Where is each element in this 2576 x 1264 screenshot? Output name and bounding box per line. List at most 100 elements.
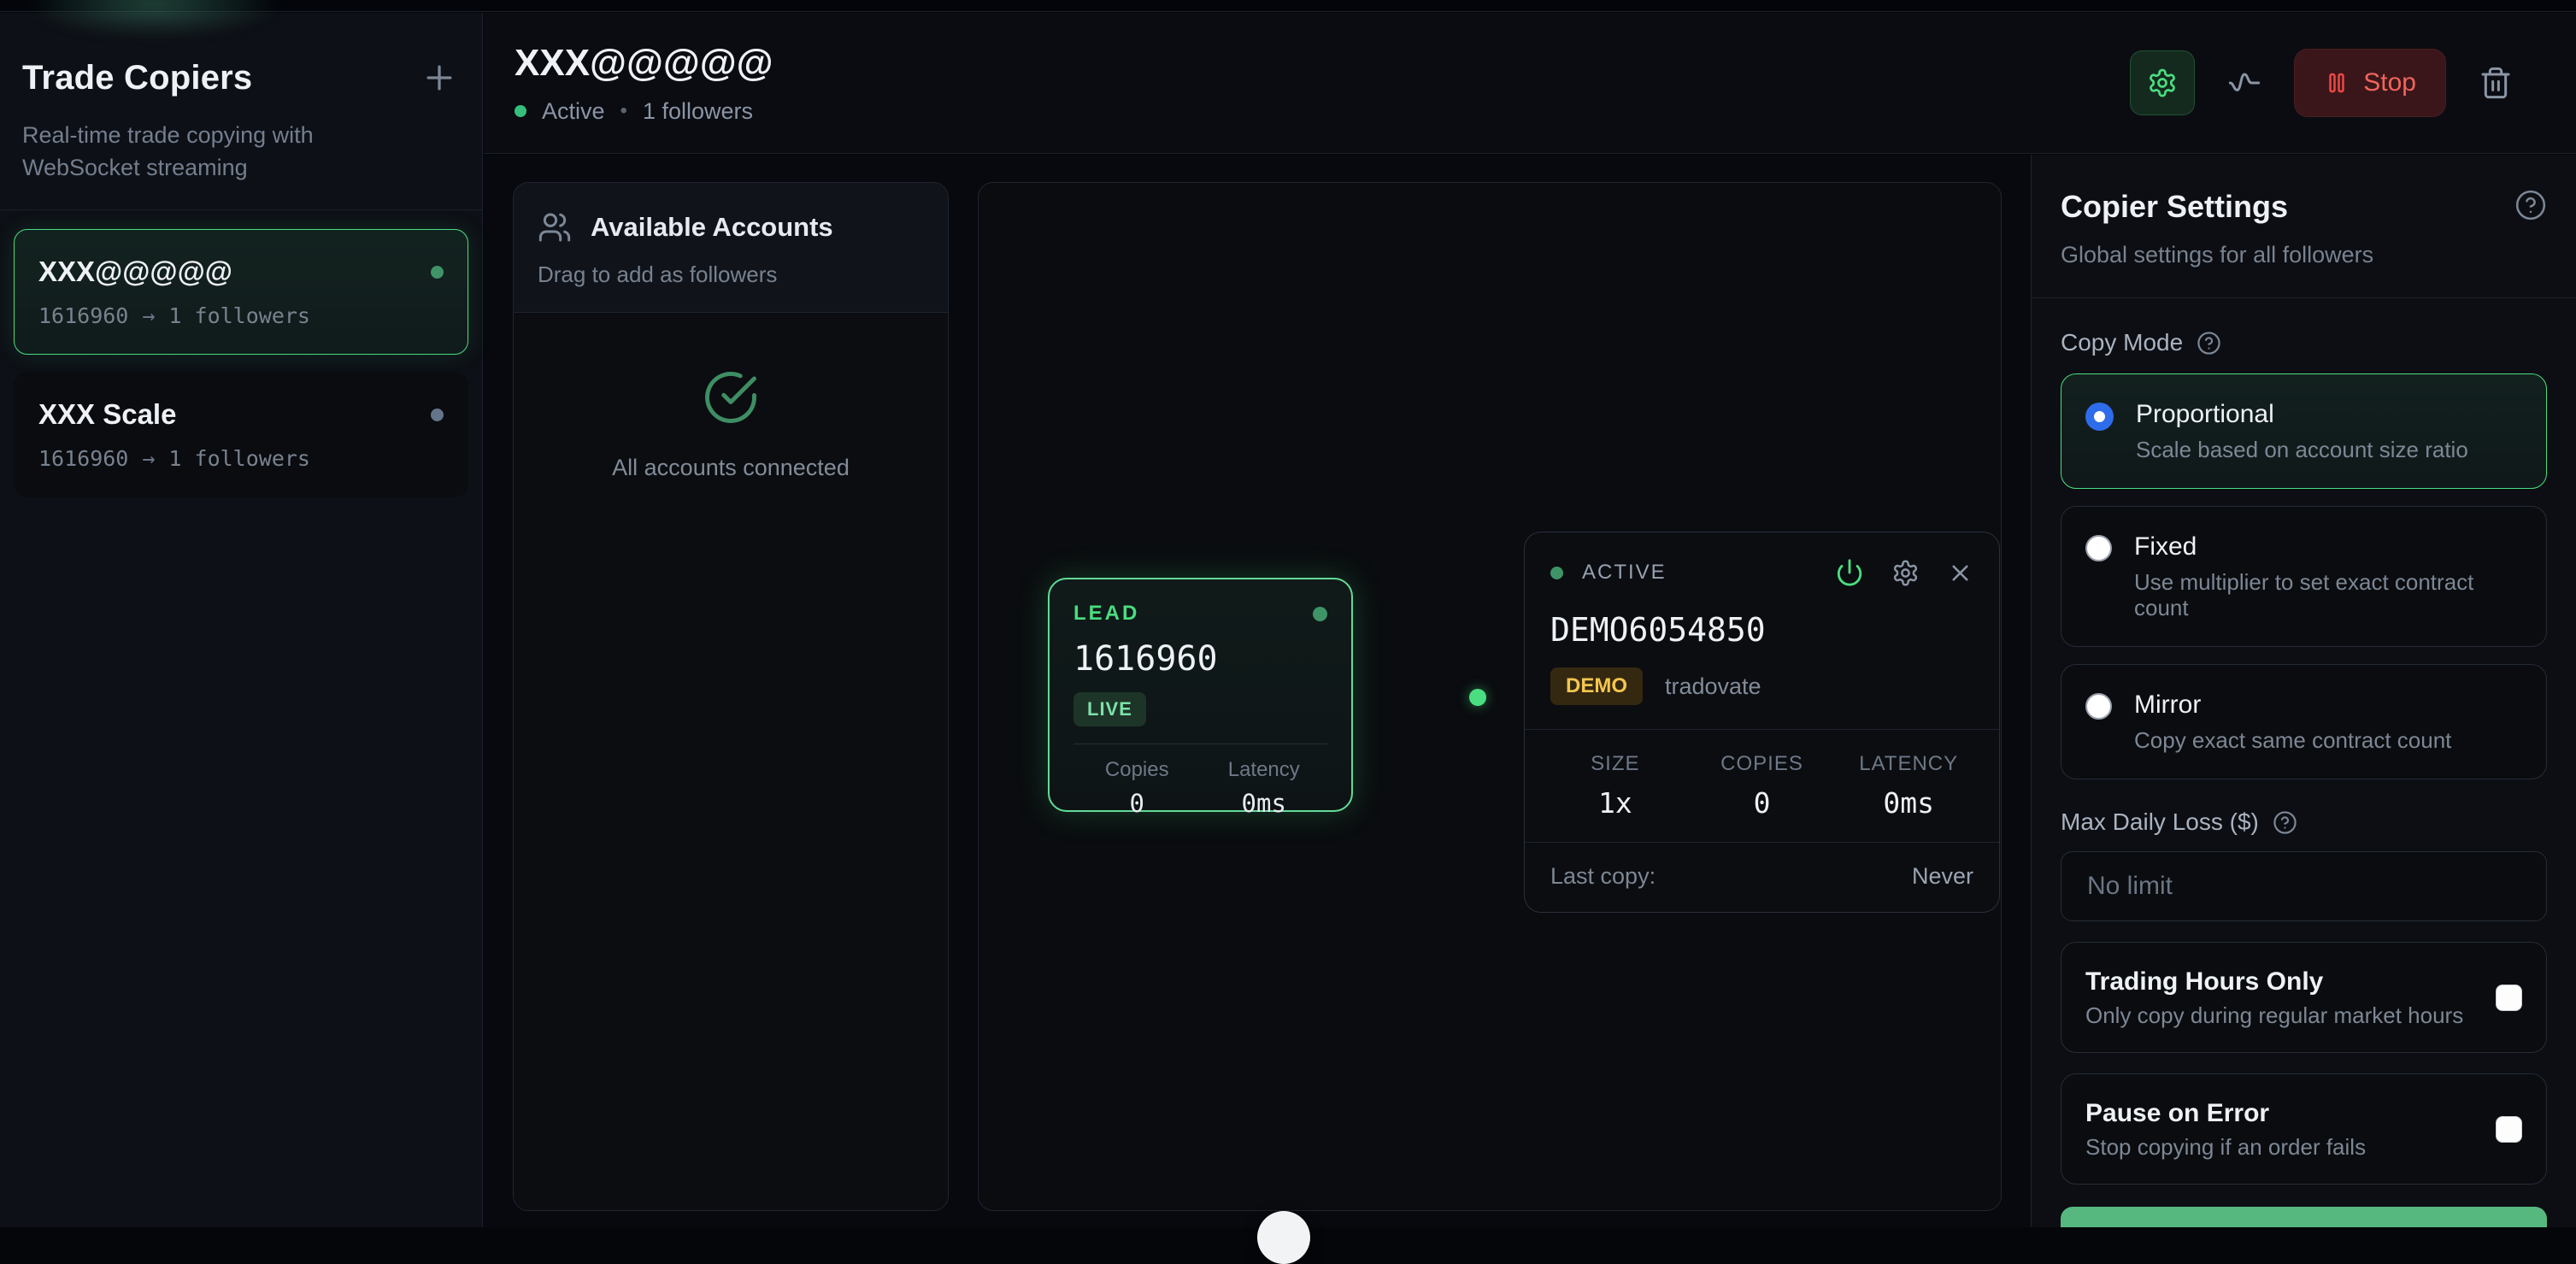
follower-latency-stat: LATENCY 0ms [1835, 752, 1982, 820]
lead-account-node[interactable]: LEAD 1616960 LIVE Copies 0 Latency 0ms [1048, 578, 1353, 812]
header-actions: Stop [2130, 49, 2520, 117]
demo-badge: DEMO [1550, 667, 1643, 705]
toggle-label: Pause on Error [2085, 1098, 2366, 1129]
mode-label: Mirror [2134, 691, 2451, 720]
copy-mode-label: Copy Mode [2061, 329, 2183, 356]
settings-help-button[interactable] [2514, 189, 2547, 221]
copier-canvas[interactable]: LEAD 1616960 LIVE Copies 0 Latency 0ms [978, 182, 2002, 1211]
window-top-strip [0, 0, 2576, 12]
lead-role-label: LEAD [1073, 602, 1139, 626]
stat-value: 0ms [1835, 786, 1982, 820]
lead-copies-stat: Copies 0 [1073, 758, 1201, 818]
sidebar-header: Trade Copiers Real-time trade copying wi… [0, 13, 482, 210]
users-icon [538, 210, 572, 244]
gear-icon [1891, 559, 1920, 587]
copy-mode-option-mirror[interactable]: Mirror Copy exact same contract count [2061, 664, 2547, 779]
mode-label: Fixed [2134, 532, 2522, 561]
stat-value: 0 [1689, 786, 1836, 820]
copy-mode-help-button[interactable] [2197, 331, 2221, 356]
follower-settings-button[interactable] [1891, 559, 1920, 587]
last-copy-value: Never [1912, 863, 1973, 890]
max-daily-loss-label: Max Daily Loss ($) [2061, 808, 2259, 836]
follower-power-button[interactable] [1835, 558, 1864, 587]
follower-account-number: DEMO6054850 [1525, 611, 1999, 649]
pause-on-error-toggle-card[interactable]: Pause on Error Stop copying if an order … [2061, 1073, 2547, 1185]
last-copy-label: Last copy: [1550, 863, 1656, 890]
stop-button-label: Stop [2363, 68, 2416, 97]
copier-settings-panel: Copier Settings Global settings for all … [2031, 155, 2576, 1227]
radio-button[interactable] [2085, 535, 2112, 561]
main-content: Available Accounts Drag to add as follow… [484, 155, 2031, 1227]
copy-mode-option-fixed[interactable]: Fixed Use multiplier to set exact contra… [2061, 506, 2547, 647]
connection-handle-dot[interactable] [1469, 689, 1486, 706]
gear-icon [2147, 68, 2178, 98]
page-title: XXX@@@@@ [515, 42, 773, 85]
status-row: Active • 1 followers [515, 98, 773, 125]
radio-button[interactable] [2085, 403, 2114, 431]
stat-label: Copies [1073, 758, 1201, 782]
lead-account-number: 1616960 [1073, 639, 1327, 679]
add-copier-button[interactable] [419, 57, 460, 98]
help-circle-icon [2197, 331, 2221, 356]
power-icon [1835, 558, 1864, 587]
broker-name: tradovate [1665, 673, 1761, 700]
pause-on-error-checkbox[interactable] [2496, 1116, 2522, 1143]
header-title-block: XXX@@@@@ Active • 1 followers [515, 42, 773, 125]
copier-list-item[interactable]: XXX Scale 1616960 → 1 followers [14, 372, 468, 497]
copier-name: XXX@@@@@ [38, 256, 232, 288]
arrow-right-icon: → [142, 446, 155, 471]
canvas-fab-button[interactable] [1257, 1211, 1310, 1264]
max-daily-loss-help-button[interactable] [2273, 810, 2297, 835]
activity-button[interactable] [2220, 59, 2268, 107]
toggle-description: Only copy during regular market hours [2085, 1002, 2463, 1028]
toggle-description: Stop copying if an order fails [2085, 1134, 2366, 1160]
available-accounts-title: Available Accounts [591, 212, 833, 243]
pause-icon [2324, 70, 2350, 96]
check-circle-icon [703, 369, 759, 426]
mode-description: Scale based on account size ratio [2136, 437, 2468, 462]
copiers-sidebar: Trade Copiers Real-time trade copying wi… [0, 13, 483, 1227]
sidebar-subtitle: Real-time trade copying with WebSocket s… [22, 119, 398, 184]
main-header: XXX@@@@@ Active • 1 followers Stop [484, 13, 2576, 154]
available-accounts-header: Available Accounts Drag to add as follow… [514, 183, 948, 313]
copier-account: 1616960 [38, 303, 128, 328]
copier-list: XXX@@@@@ 1616960 → 1 followers XXX Scale… [0, 210, 482, 516]
copy-mode-option-proportional[interactable]: Proportional Scale based on account size… [2061, 373, 2547, 489]
stat-value: 1x [1542, 786, 1689, 820]
stat-label: Latency [1201, 758, 1328, 782]
followers-count: 1 followers [643, 98, 753, 125]
copier-status-dot [431, 409, 444, 421]
available-accounts-panel: Available Accounts Drag to add as follow… [513, 182, 949, 1211]
copier-followers: 1 followers [168, 303, 310, 328]
lead-latency-stat: Latency 0ms [1201, 758, 1328, 818]
stat-value: 0ms [1201, 789, 1328, 818]
delete-copier-button[interactable] [2472, 59, 2520, 107]
arrow-right-icon: → [142, 303, 155, 328]
activity-icon [2227, 66, 2261, 100]
available-accounts-subtitle: Drag to add as followers [538, 262, 924, 288]
radio-button[interactable] [2085, 693, 2112, 720]
follower-remove-button[interactable] [1947, 560, 1973, 586]
stat-value: 0 [1073, 789, 1201, 818]
copier-name: XXX Scale [38, 398, 176, 431]
mode-description: Copy exact same contract count [2134, 727, 2451, 753]
help-circle-icon [2273, 810, 2297, 835]
trading-hours-toggle-card[interactable]: Trading Hours Only Only copy during regu… [2061, 942, 2547, 1053]
active-status-dot [515, 105, 526, 117]
follower-size-stat: SIZE 1x [1542, 752, 1689, 820]
trading-hours-checkbox[interactable] [2496, 985, 2522, 1011]
follower-account-card[interactable]: ACTIVE DEMO6054850 DEMO tradovate [1524, 532, 2000, 913]
mode-label: Proportional [2136, 400, 2468, 429]
copier-settings-button[interactable] [2130, 50, 2195, 115]
live-badge: LIVE [1073, 692, 1146, 726]
copier-status-dot [431, 266, 444, 279]
stop-button[interactable]: Stop [2294, 49, 2446, 117]
settings-header: Copier Settings Global settings for all … [2032, 155, 2576, 298]
sidebar-title: Trade Copiers [22, 59, 252, 97]
save-settings-button[interactable]: Save Settings [2061, 1207, 2547, 1227]
lead-status-dot [1313, 607, 1327, 621]
copier-list-item[interactable]: XXX@@@@@ 1616960 → 1 followers [14, 229, 468, 355]
trash-icon [2479, 66, 2513, 100]
max-daily-loss-input[interactable] [2061, 851, 2547, 921]
copier-followers: 1 followers [168, 446, 310, 471]
